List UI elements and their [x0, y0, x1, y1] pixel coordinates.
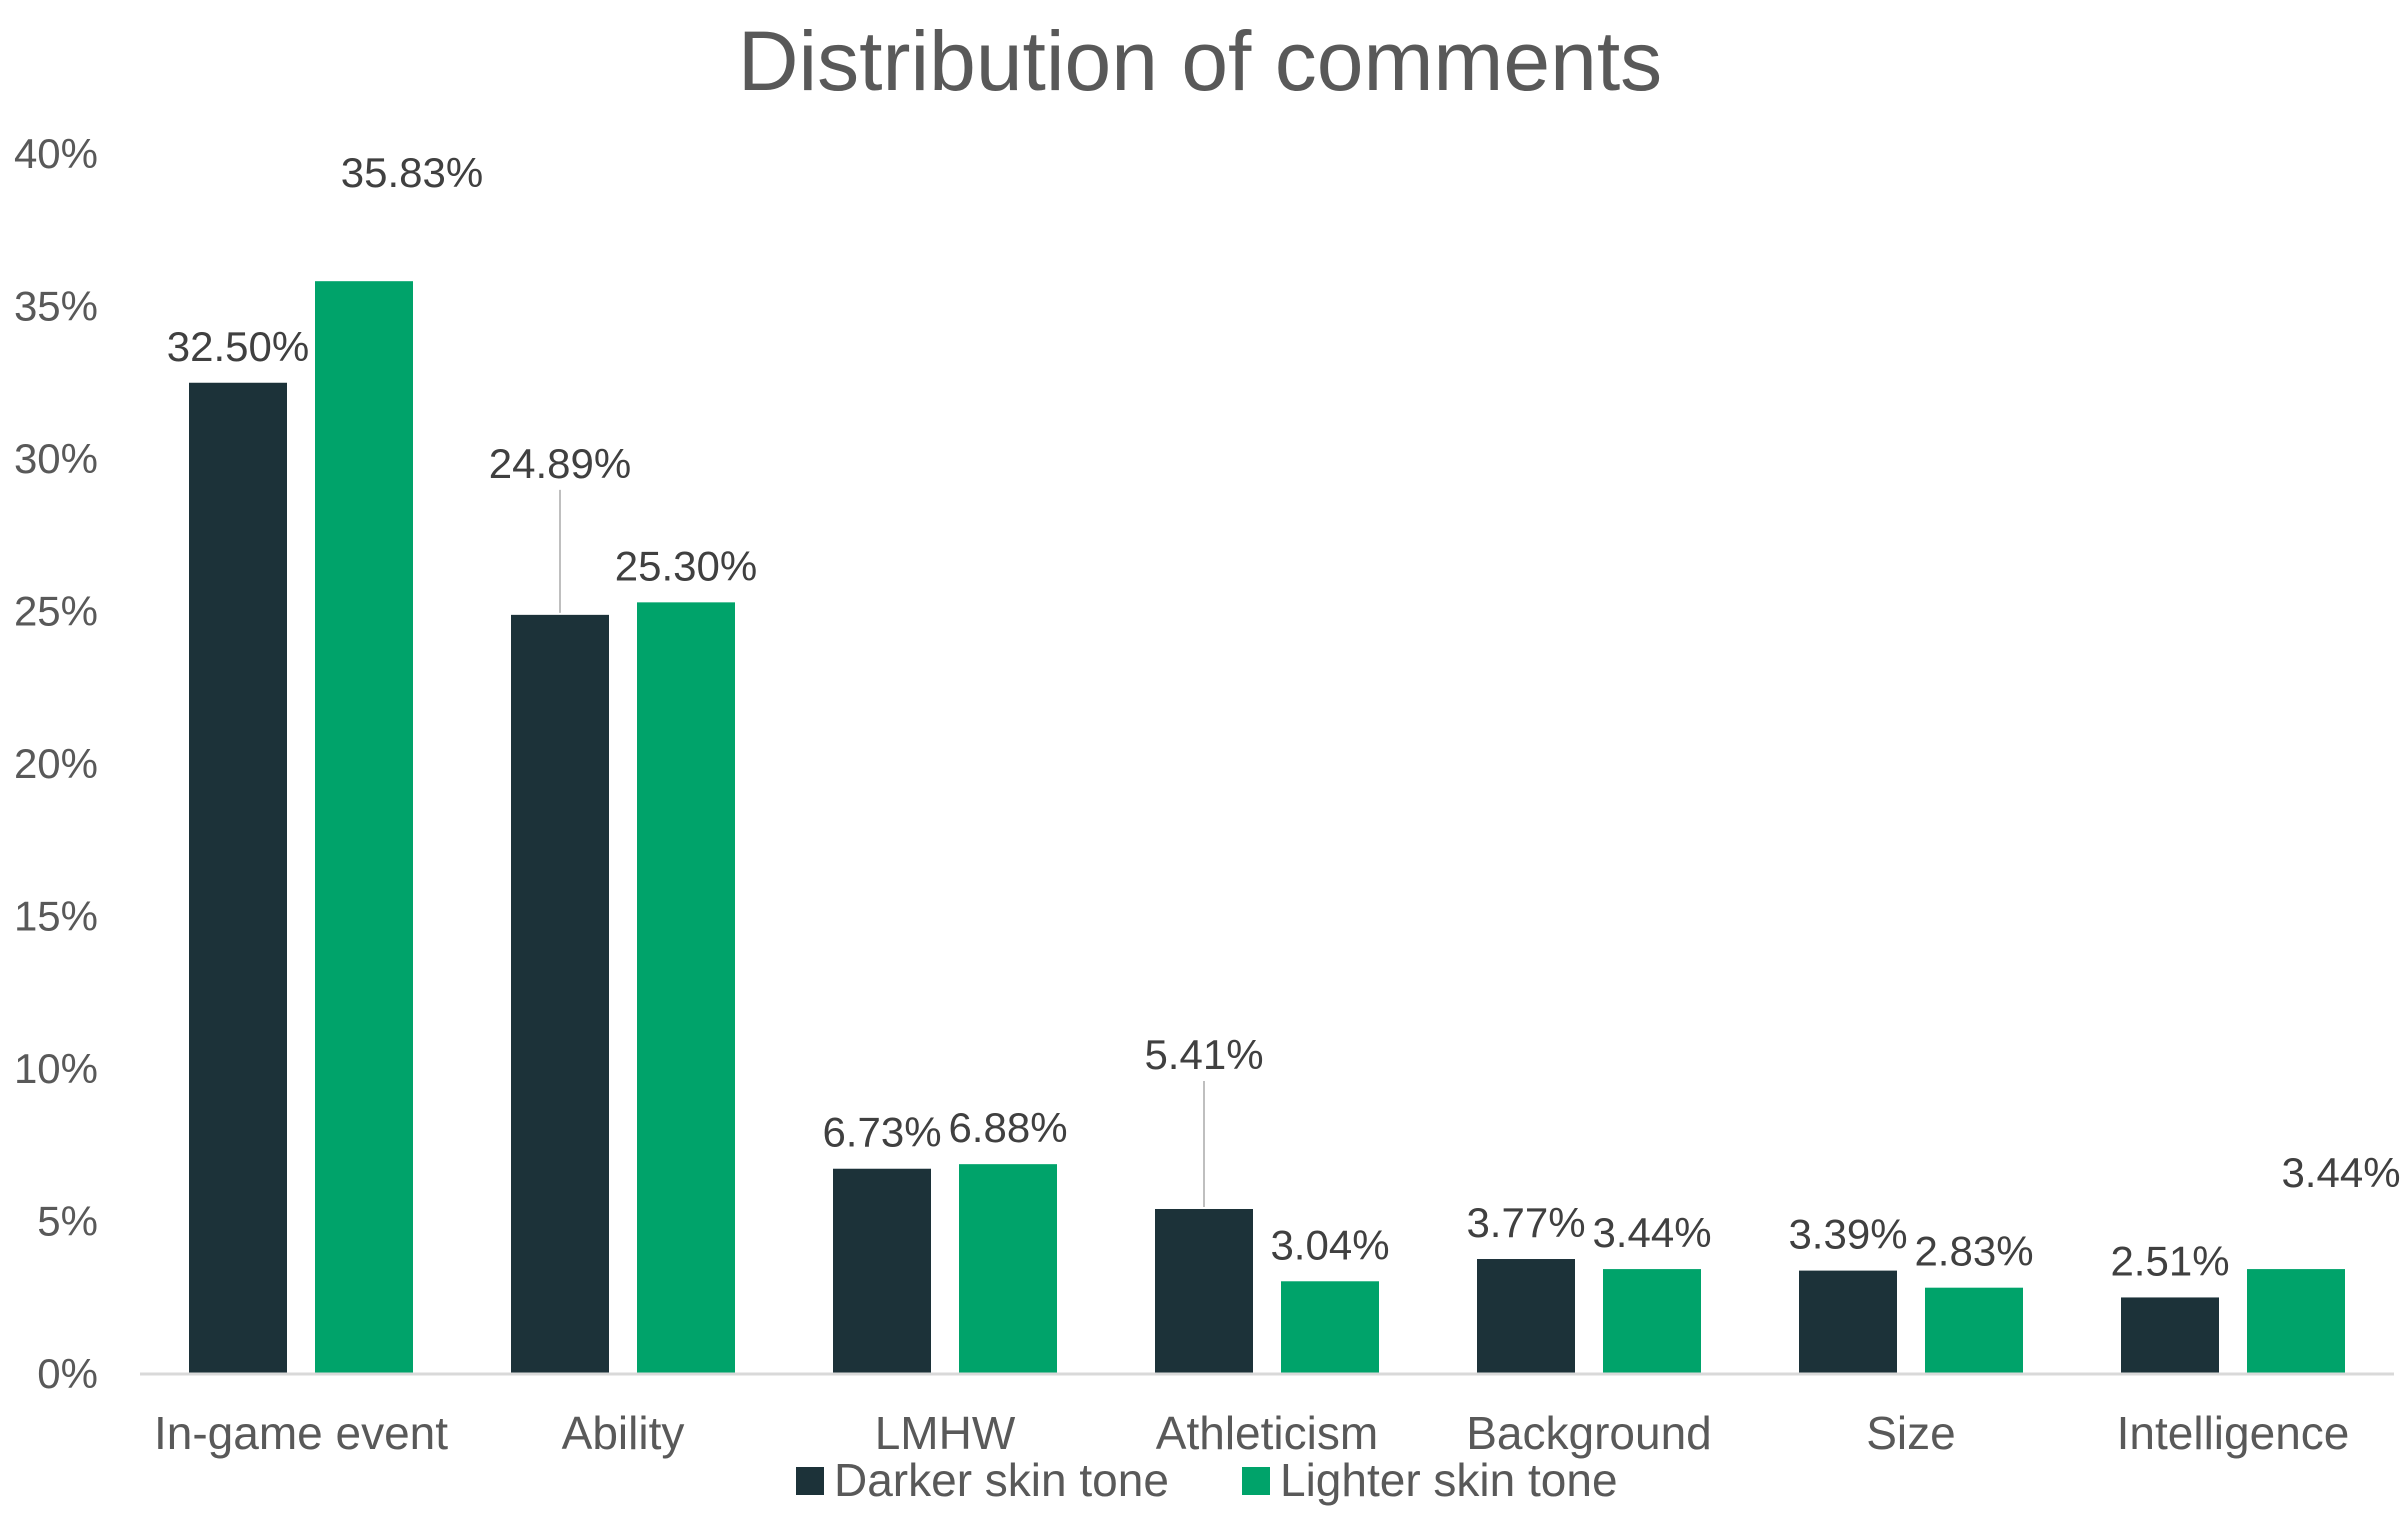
y-tick-label: 15%	[14, 893, 98, 940]
data-label: 3.77%	[1466, 1199, 1585, 1246]
y-tick-label: 40%	[14, 130, 98, 177]
data-label: 5.41%	[1144, 1031, 1263, 1078]
bar	[1925, 1287, 2023, 1374]
legend-swatch	[796, 1467, 824, 1495]
data-label: 3.44%	[1592, 1209, 1711, 1256]
bar	[511, 614, 609, 1374]
y-tick-label: 30%	[14, 435, 98, 482]
data-label: 35.83%	[341, 149, 483, 196]
data-label: 25.30%	[615, 542, 757, 589]
data-label: 2.83%	[1914, 1228, 2033, 1275]
category-label: Background	[1466, 1407, 1712, 1459]
bar	[189, 382, 287, 1374]
category-label: In-game event	[154, 1407, 448, 1459]
y-tick-label: 20%	[14, 740, 98, 787]
bar	[2121, 1297, 2219, 1374]
data-label: 32.50%	[167, 323, 309, 370]
legend-label: Lighter skin tone	[1280, 1454, 1618, 1506]
bar	[637, 602, 735, 1374]
leader-lines	[559, 489, 1205, 1207]
category-label: Athleticism	[1156, 1407, 1378, 1459]
y-tick-label: 10%	[14, 1045, 98, 1092]
bar	[1477, 1259, 1575, 1374]
data-label: 2.51%	[2110, 1237, 2229, 1284]
data-label: 3.39%	[1788, 1211, 1907, 1258]
bar	[2247, 1269, 2345, 1374]
data-label: 6.73%	[822, 1109, 941, 1156]
data-label: 6.88%	[948, 1104, 1067, 1151]
bar	[1281, 1281, 1379, 1374]
bar	[1603, 1269, 1701, 1374]
legend-label: Darker skin tone	[834, 1454, 1169, 1506]
y-tick-label: 5%	[37, 1198, 98, 1245]
chart-title: Distribution of comments	[738, 14, 1662, 108]
data-labels: 32.50% 35.83% 24.89% 25.30% 6.73% 6.88% 5.41% 3…	[167, 149, 2400, 1284]
data-label: 24.89%	[489, 440, 631, 487]
category-label: Size	[1866, 1407, 1955, 1459]
bar	[959, 1164, 1057, 1374]
y-axis-ticks: 0% 5% 10% 15% 20% 25% 30% 35% 40%	[14, 130, 98, 1397]
bar	[1799, 1270, 1897, 1374]
y-tick-label: 0%	[37, 1350, 98, 1397]
bar	[1155, 1208, 1253, 1374]
data-label: 3.04%	[1270, 1221, 1389, 1268]
legend-swatch	[1242, 1467, 1270, 1495]
category-label: Ability	[562, 1407, 685, 1459]
bar	[833, 1168, 931, 1374]
data-label: 3.44%	[2281, 1149, 2400, 1196]
category-label: Intelligence	[2117, 1407, 2350, 1459]
y-tick-label: 35%	[14, 283, 98, 330]
bars	[189, 281, 2345, 1374]
category-labels: In-game event Ability LMHW Athleticism Backg…	[154, 1407, 2349, 1459]
legend: Darker skin tone Lighter skin tone	[796, 1454, 1618, 1506]
y-tick-label: 25%	[14, 588, 98, 635]
bar	[315, 281, 413, 1374]
category-label: LMHW	[875, 1407, 1016, 1459]
